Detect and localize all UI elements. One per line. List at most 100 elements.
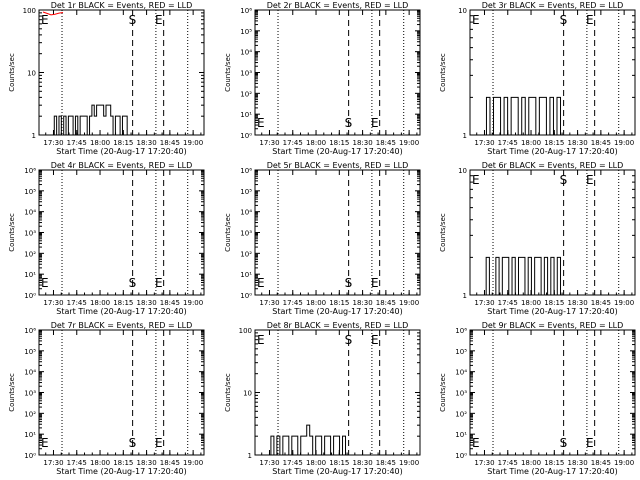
y-tick-label: 10³ bbox=[240, 70, 252, 78]
marker-s: S bbox=[345, 116, 353, 130]
panel-title: Det 2r BLACK = Events, RED = LLD bbox=[267, 1, 409, 10]
marker-s: S bbox=[345, 276, 353, 290]
x-tick-label: 18:30 bbox=[567, 459, 587, 467]
x-tick-label: 17:45 bbox=[498, 299, 518, 307]
panel-title: Det 5r BLACK = Events, RED = LLD bbox=[267, 161, 409, 170]
y-axis-label: Counts/sec bbox=[8, 373, 16, 412]
y-tick-label: 1 bbox=[463, 292, 467, 300]
y-tick-label: 10³ bbox=[240, 230, 252, 238]
marker-e: E bbox=[155, 13, 163, 27]
x-tick-label: 18:30 bbox=[567, 139, 587, 147]
x-tick-label: 18:15 bbox=[544, 299, 564, 307]
y-tick-label: 10 bbox=[243, 390, 252, 398]
x-tick-label: 18:15 bbox=[329, 299, 349, 307]
y-tick-label: 10⁰ bbox=[240, 132, 252, 140]
x-tick-label: 18:00 bbox=[521, 459, 541, 467]
y-tick-label: 10 bbox=[458, 167, 467, 175]
y-tick-label: 1 bbox=[248, 452, 252, 460]
y-tick-label: 10⁶ bbox=[24, 167, 36, 175]
plot-frame bbox=[38, 329, 205, 456]
x-tick-label: 17:30 bbox=[474, 299, 494, 307]
x-axis-label: Start Time (20-Aug-17 17:20:40) bbox=[487, 467, 618, 476]
y-tick-label: 10⁶ bbox=[240, 167, 252, 175]
panel-det-3: Det 3r BLACK = Events, RED = LLD 1 10 17:30… bbox=[439, 1, 636, 156]
x-axis-label: Start Time (20-Aug-17 17:20:40) bbox=[56, 307, 187, 316]
x-tick-label: 18:30 bbox=[352, 459, 372, 467]
x-tick-label: 17:45 bbox=[283, 459, 303, 467]
x-tick-label: 17:30 bbox=[259, 299, 279, 307]
x-tick-label: 18:15 bbox=[329, 459, 349, 467]
marker-e: E bbox=[371, 333, 379, 347]
x-axis-label: Start Time (20-Aug-17 17:20:40) bbox=[272, 147, 403, 156]
x-tick-label: 18:15 bbox=[329, 139, 349, 147]
x-tick-label: 17:30 bbox=[474, 459, 494, 467]
y-tick-label: 10⁶ bbox=[455, 327, 467, 335]
plot-frame bbox=[254, 169, 421, 296]
x-tick-label: 19:00 bbox=[614, 299, 634, 307]
y-tick-label: 10² bbox=[240, 90, 252, 98]
y-tick-label: 100 bbox=[23, 7, 36, 15]
marker-e: E bbox=[472, 173, 480, 187]
y-tick-label: 10⁰ bbox=[240, 292, 252, 300]
x-tick-label: 17:45 bbox=[498, 459, 518, 467]
x-tick-label: 18:45 bbox=[160, 139, 180, 147]
x-tick-label: 18:00 bbox=[90, 299, 110, 307]
x-tick-label: 17:45 bbox=[67, 299, 87, 307]
marker-s: S bbox=[560, 173, 568, 187]
x-tick-label: 18:45 bbox=[591, 299, 611, 307]
x-tick-label: 18:45 bbox=[376, 299, 396, 307]
y-tick-label: 10⁵ bbox=[240, 188, 252, 196]
y-axis-label: Counts/sec bbox=[224, 213, 232, 252]
y-tick-label: 10¹ bbox=[24, 271, 36, 279]
y-tick-label: 10² bbox=[24, 410, 36, 418]
y-tick-label: 10⁶ bbox=[24, 327, 36, 335]
x-tick-label: 18:00 bbox=[90, 139, 110, 147]
y-axis-label: Counts/sec bbox=[439, 53, 447, 92]
panel-title: Det 1r BLACK = Events, RED = LLD bbox=[51, 1, 193, 10]
y-tick-label: 10⁴ bbox=[24, 209, 36, 217]
x-tick-label: 17:45 bbox=[67, 139, 87, 147]
plot-frame bbox=[469, 9, 636, 136]
marker-e: E bbox=[257, 333, 265, 347]
y-tick-label: 10² bbox=[455, 410, 467, 418]
y-tick-label: 10⁰ bbox=[455, 452, 467, 460]
y-tick-label: 10⁵ bbox=[24, 188, 36, 196]
y-tick-label: 10⁰ bbox=[24, 292, 36, 300]
panel-title: Det 8r BLACK = Events, RED = LLD bbox=[267, 321, 409, 330]
x-tick-label: 18:00 bbox=[90, 459, 110, 467]
x-tick-label: 19:00 bbox=[614, 459, 634, 467]
panel-det-5: Det 5r BLACK = Events, RED = LLD 10⁰ 10¹ 10… bbox=[224, 161, 421, 316]
y-tick-label: 10³ bbox=[24, 230, 36, 238]
x-axis-label: Start Time (20-Aug-17 17:20:40) bbox=[56, 147, 187, 156]
x-tick-label: 17:45 bbox=[283, 139, 303, 147]
marker-e: E bbox=[586, 436, 594, 450]
panel-det-8: Det 8r BLACK = Events, RED = LLD 1 10 100 17… bbox=[224, 321, 421, 476]
x-tick-label: 18:15 bbox=[544, 459, 564, 467]
marker-e: E bbox=[41, 276, 49, 290]
x-tick-label: 18:30 bbox=[136, 459, 156, 467]
marker-s: S bbox=[560, 436, 568, 450]
y-axis-label: Counts/sec bbox=[224, 373, 232, 412]
x-tick-label: 18:30 bbox=[567, 299, 587, 307]
marker-s: S bbox=[129, 276, 137, 290]
x-tick-label: 18:45 bbox=[160, 299, 180, 307]
x-tick-label: 17:30 bbox=[259, 139, 279, 147]
y-axis-label: Counts/sec bbox=[224, 53, 232, 92]
y-tick-label: 10² bbox=[24, 250, 36, 258]
panel-det-6: Det 6r BLACK = Events, RED = LLD 1 10 17:30… bbox=[439, 161, 636, 316]
x-tick-label: 17:30 bbox=[474, 139, 494, 147]
y-tick-label: 10³ bbox=[455, 390, 467, 398]
x-tick-label: 18:45 bbox=[591, 139, 611, 147]
x-tick-label: 18:30 bbox=[352, 299, 372, 307]
x-tick-label: 19:00 bbox=[183, 459, 203, 467]
marker-e: E bbox=[41, 13, 49, 27]
panel-title: Det 3r BLACK = Events, RED = LLD bbox=[482, 1, 624, 10]
x-tick-label: 18:45 bbox=[160, 459, 180, 467]
y-axis-label: Counts/sec bbox=[439, 373, 447, 412]
x-tick-label: 18:00 bbox=[306, 299, 326, 307]
y-tick-label: 10⁵ bbox=[455, 348, 467, 356]
marker-e: E bbox=[257, 116, 265, 130]
y-tick-label: 10³ bbox=[24, 390, 36, 398]
y-tick-label: 10¹ bbox=[240, 271, 252, 279]
